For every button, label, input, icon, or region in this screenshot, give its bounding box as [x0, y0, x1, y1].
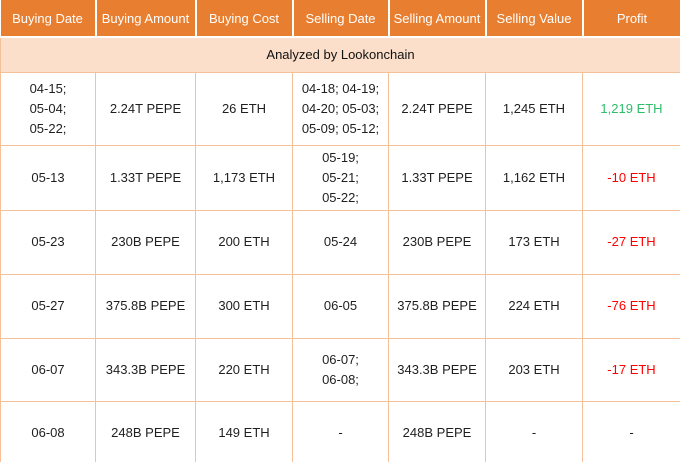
- cell-buying-amount: 1.33T PEPE: [95, 144, 196, 211]
- cell-profit: -: [582, 400, 680, 462]
- cell-buying-date: 05-13: [0, 144, 96, 211]
- banner-row: Analyzed by Lookonchain: [0, 37, 680, 73]
- cell-buying-amount: 375.8B PEPE: [95, 273, 196, 339]
- cell-selling-amount: 248B PEPE: [388, 400, 486, 462]
- cell-selling-value: -: [485, 400, 583, 462]
- table-row: 05-27 375.8B PEPE 300 ETH 06-05 375.8B P…: [0, 273, 680, 339]
- column-header-buying-amount: Buying Amount: [94, 0, 196, 38]
- cell-buying-cost: 1,173 ETH: [195, 144, 293, 211]
- cell-selling-amount: 343.3B PEPE: [388, 337, 486, 402]
- column-header-buying-cost: Buying Cost: [194, 0, 293, 38]
- analyzed-by-banner: Analyzed by Lookonchain: [0, 37, 680, 73]
- cell-buying-amount: 2.24T PEPE: [95, 71, 196, 146]
- cell-selling-date: 06-05: [292, 273, 389, 339]
- cell-selling-date: 06-07; 06-08;: [292, 337, 389, 402]
- table-row: 06-07 343.3B PEPE 220 ETH 06-07; 06-08; …: [0, 337, 680, 402]
- cell-buying-date: 04-15; 05-04; 05-22;: [0, 71, 96, 146]
- cell-selling-date: -: [292, 400, 389, 462]
- cell-buying-cost: 149 ETH: [195, 400, 293, 462]
- table-row: 06-08 248B PEPE 149 ETH - 248B PEPE - -: [0, 400, 680, 462]
- cell-selling-date: 05-19; 05-21; 05-22;: [292, 144, 389, 211]
- cell-selling-value: 173 ETH: [485, 209, 583, 275]
- cell-profit: 1,219 ETH: [582, 71, 680, 146]
- cell-buying-amount: 230B PEPE: [95, 209, 196, 275]
- table-row: 05-13 1.33T PEPE 1,173 ETH 05-19; 05-21;…: [0, 144, 680, 211]
- cell-profit: -76 ETH: [582, 273, 680, 339]
- table-row: 05-23 230B PEPE 200 ETH 05-24 230B PEPE …: [0, 209, 680, 275]
- cell-selling-amount: 375.8B PEPE: [388, 273, 486, 339]
- cell-buying-amount: 248B PEPE: [95, 400, 196, 462]
- column-header-profit: Profit: [581, 0, 680, 38]
- cell-selling-amount: 2.24T PEPE: [388, 71, 486, 146]
- cell-selling-value: 1,162 ETH: [485, 144, 583, 211]
- cell-selling-date: 05-24: [292, 209, 389, 275]
- cell-selling-value: 1,245 ETH: [485, 71, 583, 146]
- cell-selling-value: 203 ETH: [485, 337, 583, 402]
- cell-selling-amount: 1.33T PEPE: [388, 144, 486, 211]
- cell-buying-cost: 220 ETH: [195, 337, 293, 402]
- cell-buying-cost: 300 ETH: [195, 273, 293, 339]
- cell-buying-cost: 26 ETH: [195, 71, 293, 146]
- cell-buying-cost: 200 ETH: [195, 209, 293, 275]
- cell-buying-date: 06-07: [0, 337, 96, 402]
- cell-profit: -17 ETH: [582, 337, 680, 402]
- header-row: Buying Date Buying Amount Buying Cost Se…: [0, 0, 680, 38]
- column-header-buying-date: Buying Date: [0, 0, 96, 38]
- cell-buying-amount: 343.3B PEPE: [95, 337, 196, 402]
- column-header-selling-date: Selling Date: [291, 0, 389, 38]
- column-header-selling-amount: Selling Amount: [387, 0, 486, 38]
- cell-buying-date: 06-08: [0, 400, 96, 462]
- cell-buying-date: 05-27: [0, 273, 96, 339]
- cell-selling-amount: 230B PEPE: [388, 209, 486, 275]
- column-header-selling-value: Selling Value: [484, 0, 583, 38]
- table-row: 04-15; 05-04; 05-22; 2.24T PEPE 26 ETH 0…: [0, 71, 680, 146]
- cell-selling-value: 224 ETH: [485, 273, 583, 339]
- cell-buying-date: 05-23: [0, 209, 96, 275]
- cell-profit: -27 ETH: [582, 209, 680, 275]
- cell-profit: -10 ETH: [582, 144, 680, 211]
- cell-selling-date: 04-18; 04-19; 04-20; 05-03; 05-09; 05-12…: [292, 71, 389, 146]
